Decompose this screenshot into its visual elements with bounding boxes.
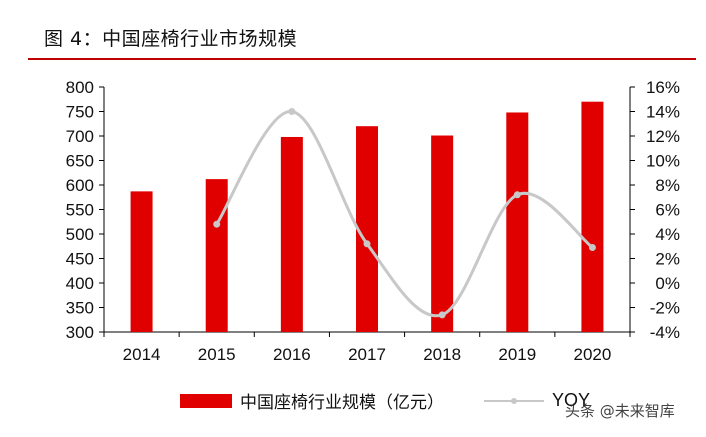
bar (280, 136, 303, 332)
legend: 中国座椅行业规模（亿元） YOY (180, 388, 590, 413)
bar (581, 101, 604, 332)
y-left-tick-label: 750 (66, 103, 94, 122)
x-tick-label: 2016 (273, 345, 311, 364)
y-left-tick-label: 350 (66, 299, 94, 318)
legend-bar-label: 中国座椅行业规模（亿元） (240, 393, 444, 413)
y-left-tick-label: 450 (66, 250, 94, 269)
y-right-tick-label: 0% (655, 274, 680, 293)
yoy-point (438, 311, 446, 319)
y-right-tick-label: 14% (646, 103, 680, 122)
legend-line-label: YOY (552, 390, 591, 410)
watermark: 头条 @未来智库 (565, 402, 675, 420)
bar (205, 179, 228, 332)
y-left-tick-label: 700 (66, 127, 94, 146)
y-left-tick-label: 650 (66, 152, 94, 171)
y-right-tick-label: -2% (650, 299, 680, 318)
x-tick-label: 2015 (198, 345, 236, 364)
x-tick-label: 2014 (123, 345, 161, 364)
yoy-line (215, 110, 594, 318)
yoy-point (288, 108, 296, 115)
bar (356, 126, 378, 332)
y-left-tick-label: 550 (66, 201, 94, 220)
x-tick-label: 2019 (498, 345, 536, 364)
y-right-tick-label: 4% (655, 225, 680, 244)
y-right-tick-label: -4% (650, 323, 680, 342)
y-right-tick-label: 8% (655, 176, 680, 195)
y-left-tick-label: 500 (66, 225, 94, 244)
y-right-tick-label: 6% (655, 201, 680, 220)
y-left-tick-label: 400 (66, 274, 94, 293)
yoy-point (588, 243, 596, 251)
legend-bar-swatch (180, 393, 232, 408)
y-left-tick-label: 800 (66, 78, 94, 97)
bar (130, 191, 153, 332)
x-tick-label: 2018 (423, 345, 461, 364)
y-right-tick-label: 10% (646, 152, 680, 171)
yoy-point (213, 220, 221, 228)
y-right-tick-label: 16% (646, 78, 680, 97)
y-right-tick-label: 2% (655, 250, 680, 269)
y-right-tick-label: 12% (646, 127, 680, 146)
bar (506, 112, 529, 332)
yoy-point (513, 191, 521, 199)
legend-line-swatch (484, 394, 544, 408)
x-tick-label: 2020 (574, 345, 612, 364)
yoy-point (363, 240, 371, 248)
bar (431, 135, 454, 332)
x-tick-label: 2017 (348, 345, 386, 364)
title-rule (28, 58, 696, 60)
y-left-tick-label: 600 (66, 176, 94, 195)
chart-title: 图 4：中国座椅行业市场规模 (44, 28, 298, 50)
y-left-tick-label: 300 (66, 323, 94, 342)
